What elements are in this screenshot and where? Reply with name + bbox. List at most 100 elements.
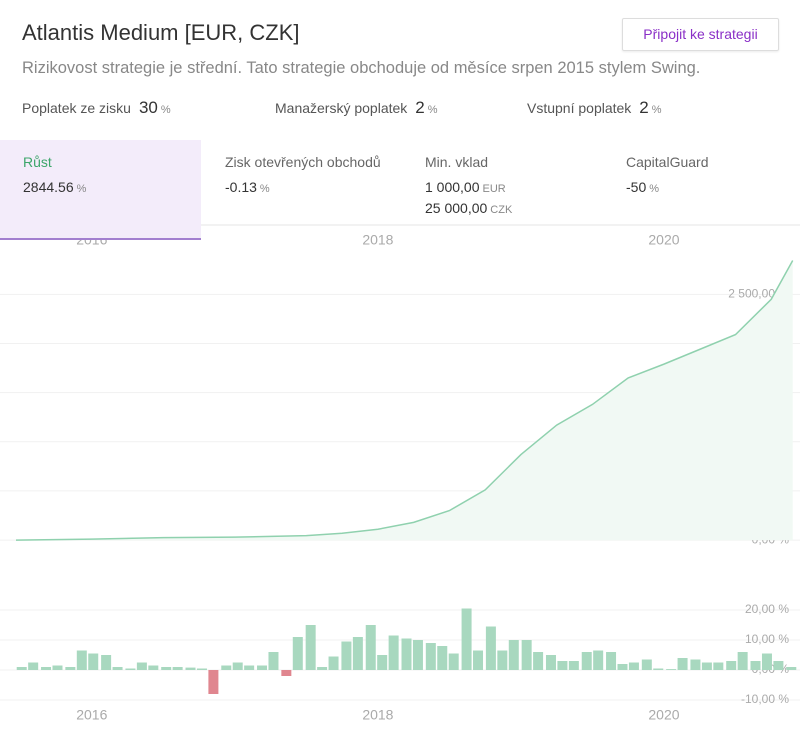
fee: Poplatek ze zisku 30%: [22, 98, 171, 118]
bar: [773, 661, 784, 670]
tab[interactable]: Zisk otevřených obchodů -0.13%: [202, 140, 403, 238]
unit: %: [649, 183, 660, 195]
fee-unit: %: [427, 104, 438, 116]
tab-value: -0.13%: [225, 178, 403, 199]
title: Atlantis Medium [EUR, CZK]: [22, 20, 300, 45]
tab-label: Růst: [23, 154, 52, 170]
fee-unit: %: [160, 104, 171, 116]
bar: [412, 640, 423, 670]
fee-value: 2: [415, 98, 425, 117]
bar: [737, 652, 748, 670]
bar: [473, 650, 484, 670]
fee: Manažerský poplatek 2%: [275, 98, 438, 118]
tab-value: 1 000,00 EUR 25 000,00 CZK: [425, 178, 603, 220]
tab[interactable]: Min. vklad 1 000,00 EUR 25 000,00 CZK: [402, 140, 603, 238]
bar: [750, 661, 761, 670]
bar: [221, 665, 232, 670]
bar: [461, 608, 472, 670]
unit: CZK: [490, 204, 513, 216]
x-tick-label: 2020: [648, 232, 679, 248]
tab-value-line: -50%: [626, 178, 800, 199]
bar: [377, 655, 388, 670]
fee-label: Poplatek ze zisku: [22, 100, 131, 116]
bar: [641, 659, 652, 670]
bar: [244, 665, 255, 670]
bar: [65, 667, 76, 670]
fee: Vstupní poplatek 2%: [527, 98, 662, 118]
bar: [761, 653, 772, 670]
bar: [653, 668, 664, 670]
bar: [425, 643, 436, 670]
y-tick-label: -10,00 %: [741, 692, 789, 706]
bar: [317, 667, 328, 670]
x-tick-label: 2016: [76, 707, 107, 723]
bar: [125, 668, 136, 670]
bar: [448, 653, 459, 670]
bar: [593, 650, 604, 670]
bar: [196, 668, 207, 670]
bar: [148, 665, 159, 670]
y-tick-label: 20,00 %: [745, 602, 789, 616]
x-tick-label: 2018: [362, 232, 393, 248]
unit: %: [76, 183, 87, 195]
value: 25 000,00: [425, 200, 488, 216]
bar: [352, 637, 363, 670]
bar: [568, 661, 579, 670]
bar: [185, 667, 196, 670]
fee-label: Vstupní poplatek: [527, 100, 632, 116]
tab[interactable]: Růst 2844.56%: [0, 140, 201, 240]
unit: EUR: [482, 183, 506, 195]
x-tick-label: 2018: [362, 707, 393, 723]
bar: [341, 641, 352, 670]
connect-button[interactable]: Připojit ke strategii: [622, 18, 779, 51]
tab-value-line: 1 000,00 EUR: [425, 178, 603, 199]
tab-value-line: 2844.56%: [23, 178, 201, 199]
tab-value: -50%: [626, 178, 800, 199]
bar: [268, 652, 279, 670]
bar: [52, 665, 63, 670]
bar: [328, 656, 339, 670]
bar: [281, 670, 292, 676]
area: [16, 260, 793, 541]
tab-label: CapitalGuard: [626, 154, 709, 170]
bar: [508, 640, 519, 670]
value: -50: [626, 179, 647, 195]
bar: [545, 655, 556, 670]
bar: [136, 662, 147, 670]
bar: [101, 655, 112, 670]
bar: [437, 646, 448, 670]
bar: [485, 626, 496, 670]
bar: [690, 659, 701, 670]
bar: [606, 652, 617, 670]
tab-value-line: 25 000,00 CZK: [425, 199, 603, 220]
bar: [305, 625, 316, 670]
subtitle: Rizikovost strategie je střední. Tato st…: [22, 59, 701, 77]
tab-label: Min. vklad: [425, 154, 489, 170]
bar: [41, 667, 52, 670]
bar: [497, 650, 508, 670]
bar: [365, 625, 376, 670]
bar: [388, 635, 399, 670]
bar: [557, 661, 568, 670]
bar: [677, 658, 688, 670]
bar: [581, 652, 592, 670]
value: -0.13: [225, 179, 257, 195]
bar: [112, 667, 123, 670]
bar: [208, 670, 219, 694]
fee-label: Manažerský poplatek: [275, 100, 408, 116]
bar: [172, 667, 183, 670]
fee-value: 30: [138, 98, 158, 117]
bar: [16, 667, 27, 670]
tab-value: 2844.56%: [23, 178, 201, 199]
bar: [76, 650, 87, 670]
tab[interactable]: CapitalGuard -50%: [603, 140, 800, 238]
bar: [666, 669, 677, 670]
bar: [713, 662, 724, 670]
bar: [533, 652, 544, 670]
bar: [521, 640, 532, 670]
bar: [257, 665, 268, 670]
bar: [292, 637, 303, 670]
fee-unit: %: [651, 104, 662, 116]
